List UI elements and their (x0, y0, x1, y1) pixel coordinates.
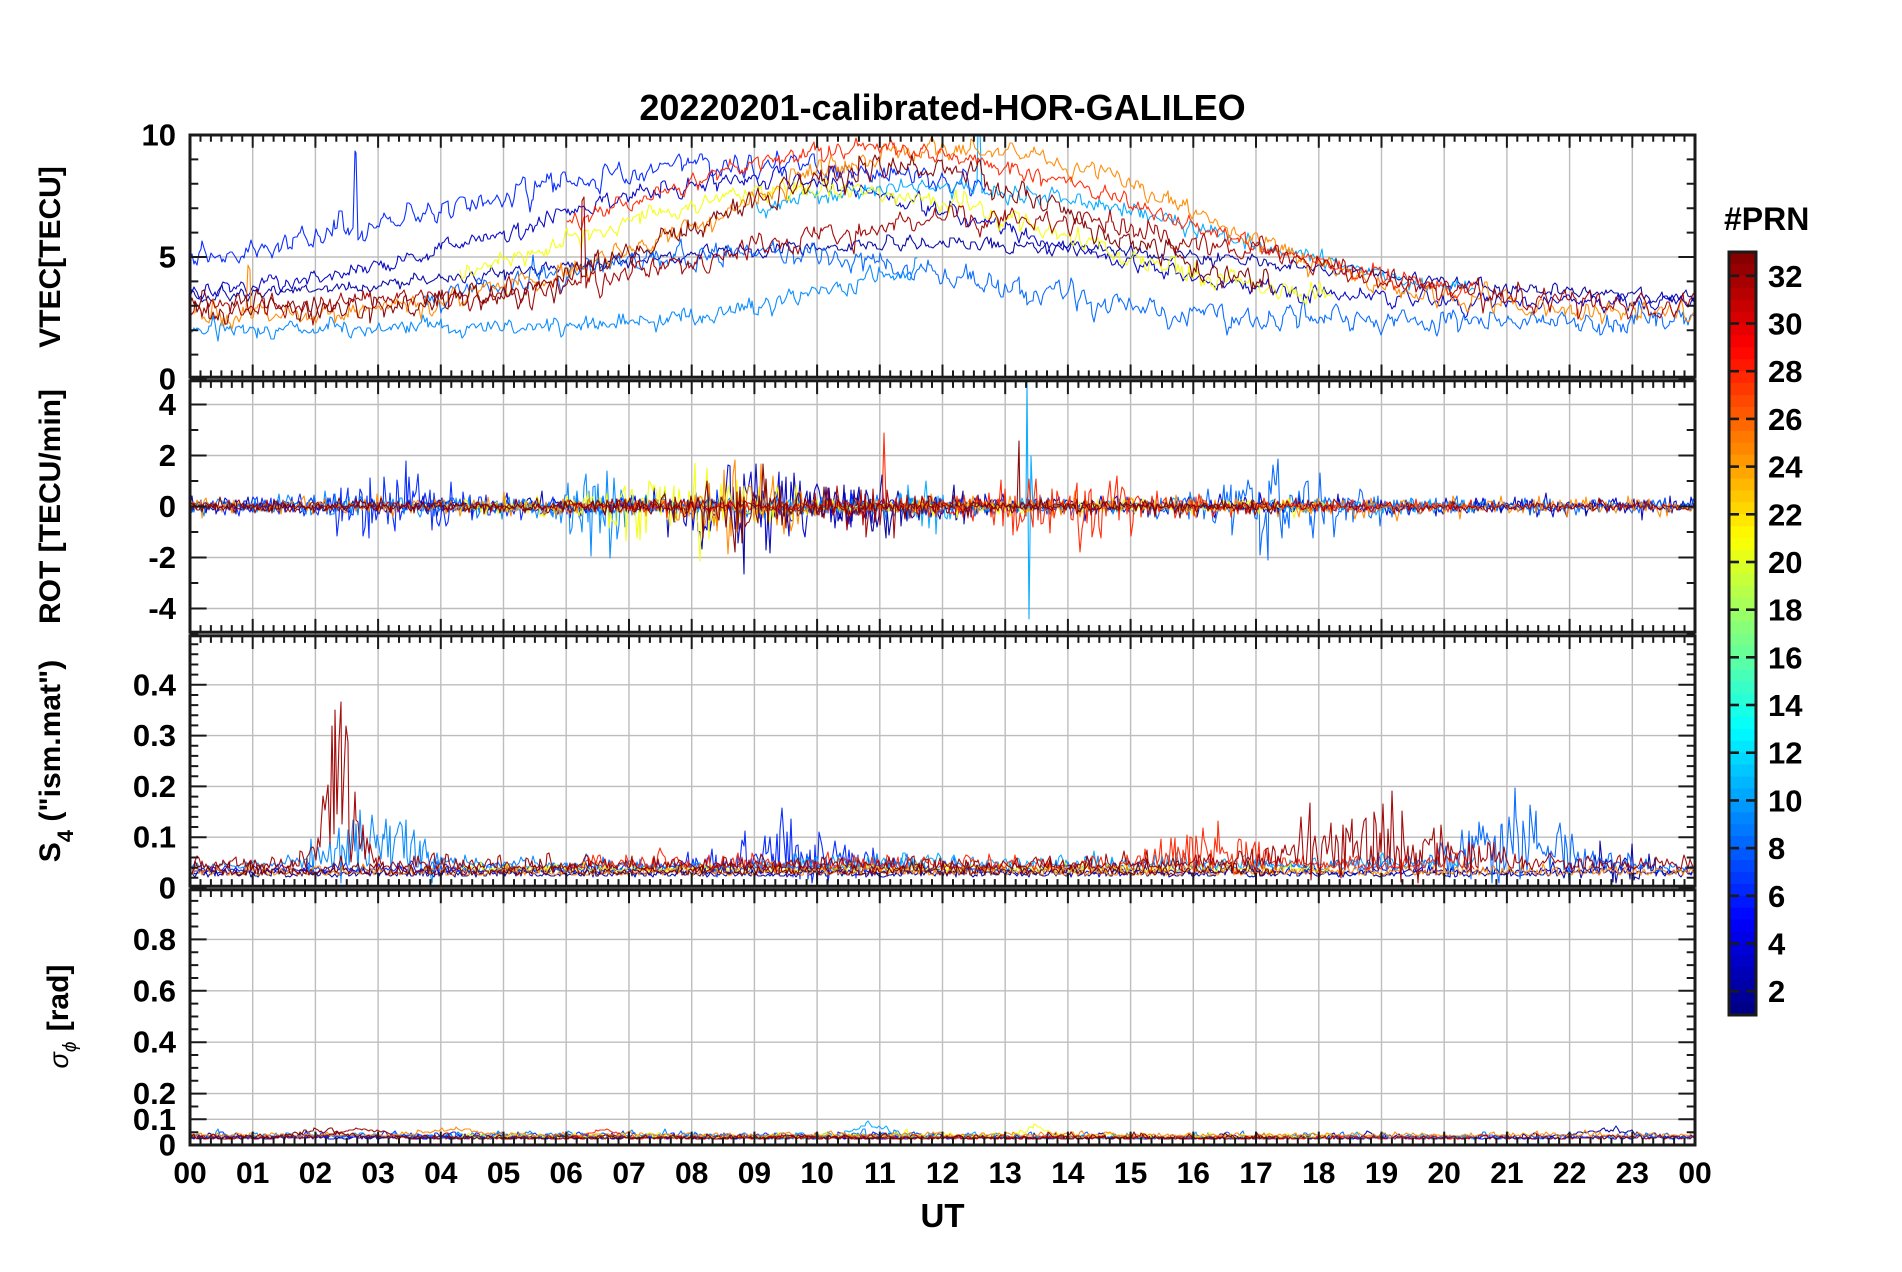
svg-text:2: 2 (159, 438, 176, 473)
svg-text:8: 8 (1768, 831, 1785, 866)
svg-text:5: 5 (159, 240, 176, 275)
svg-text:03: 03 (361, 1157, 394, 1190)
svg-text:0.4: 0.4 (133, 667, 177, 702)
svg-text:4: 4 (1768, 927, 1786, 962)
svg-text:0.1: 0.1 (133, 820, 176, 855)
svg-text:18: 18 (1302, 1157, 1335, 1190)
svg-text:0.4: 0.4 (133, 1025, 177, 1060)
svg-text:11: 11 (864, 1157, 896, 1190)
svg-text:28: 28 (1768, 354, 1802, 389)
svg-text:09: 09 (738, 1157, 771, 1190)
svg-text:13: 13 (989, 1157, 1022, 1190)
svg-text:05: 05 (487, 1157, 520, 1190)
svg-text:0: 0 (159, 489, 176, 524)
svg-text:15: 15 (1114, 1157, 1147, 1190)
svg-text:00: 00 (173, 1157, 206, 1190)
svg-text:08: 08 (675, 1157, 708, 1190)
svg-text:12: 12 (926, 1157, 959, 1190)
svg-text:0.8: 0.8 (133, 922, 176, 957)
svg-text:10: 10 (142, 118, 176, 153)
svg-text:02: 02 (299, 1157, 332, 1190)
svg-text:23: 23 (1616, 1157, 1649, 1190)
svg-text:17: 17 (1239, 1157, 1272, 1190)
svg-text:18: 18 (1768, 593, 1802, 628)
svg-text:21: 21 (1490, 1157, 1523, 1190)
svg-text:#PRN: #PRN (1724, 201, 1809, 237)
svg-text:10: 10 (1768, 783, 1802, 818)
svg-text:26: 26 (1768, 402, 1802, 437)
svg-text:16: 16 (1177, 1157, 1210, 1190)
svg-text:32: 32 (1768, 259, 1802, 294)
svg-text:00: 00 (1678, 1157, 1711, 1190)
svg-text:0.2: 0.2 (133, 1076, 176, 1111)
svg-text:VTEC[TECU]: VTEC[TECU] (34, 166, 67, 348)
svg-text:19: 19 (1365, 1157, 1398, 1190)
svg-text:-2: -2 (148, 540, 176, 575)
svg-text:4: 4 (159, 387, 177, 422)
svg-text:30: 30 (1768, 307, 1802, 342)
svg-text:04: 04 (424, 1157, 458, 1190)
svg-text:UT: UT (921, 1197, 965, 1234)
svg-text:20: 20 (1768, 545, 1802, 580)
svg-text:6: 6 (1768, 879, 1785, 914)
svg-text:14: 14 (1768, 688, 1803, 723)
svg-text:24: 24 (1768, 450, 1803, 485)
svg-text:ROT [TECU/min]: ROT [TECU/min] (34, 389, 67, 624)
svg-text:16: 16 (1768, 640, 1802, 675)
svg-text:22: 22 (1768, 497, 1802, 532)
svg-text:0.2: 0.2 (133, 769, 176, 804)
svg-text:20: 20 (1428, 1157, 1461, 1190)
svg-text:0.3: 0.3 (133, 718, 176, 753)
svg-text:10: 10 (800, 1157, 833, 1190)
svg-text:-4: -4 (148, 591, 176, 626)
svg-text:06: 06 (550, 1157, 583, 1190)
svg-text:20220201-calibrated-HOR-GALILE: 20220201-calibrated-HOR-GALILEO (639, 87, 1245, 128)
svg-text:14: 14 (1051, 1157, 1085, 1190)
svg-text:07: 07 (612, 1157, 645, 1190)
svg-text:0: 0 (159, 871, 176, 906)
svg-text:22: 22 (1553, 1157, 1586, 1190)
svg-text:01: 01 (236, 1157, 269, 1190)
svg-text:2: 2 (1768, 974, 1785, 1009)
svg-text:0.6: 0.6 (133, 973, 176, 1008)
svg-text:12: 12 (1768, 736, 1802, 771)
